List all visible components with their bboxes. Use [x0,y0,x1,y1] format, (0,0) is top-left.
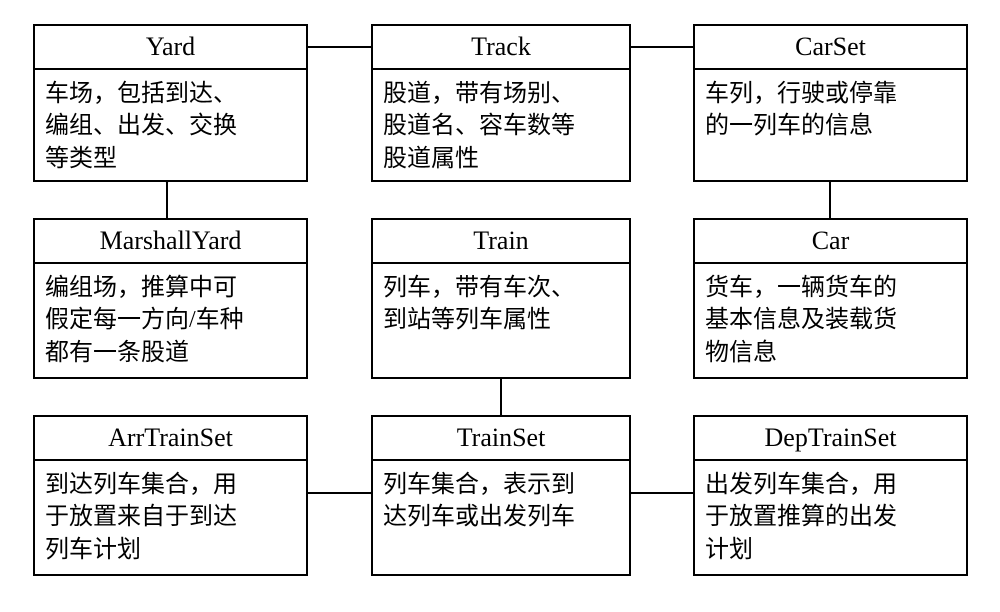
node-desc: 列车集合，表示到 达列车或出发列车 [373,461,629,544]
node-title: Track [373,26,629,70]
node-trainset: TrainSet列车集合，表示到 达列车或出发列车 [371,415,631,576]
node-title: Train [373,220,629,264]
node-desc: 车场，包括到达、 编组、出发、交换 等类型 [35,70,306,185]
node-title: TrainSet [373,417,629,461]
node-desc: 货车，一辆货车的 基本信息及装载货 物信息 [695,264,966,379]
node-desc: 编组场，推算中可 假定每一方向/车种 都有一条股道 [35,264,306,379]
node-carset: CarSet车列，行驶或停靠 的一列车的信息 [693,24,968,182]
node-train: Train列车，带有车次、 到站等列车属性 [371,218,631,379]
node-desc: 车列，行驶或停靠 的一列车的信息 [695,70,966,153]
node-desc: 股道，带有场别、 股道名、容车数等 股道属性 [373,70,629,185]
node-deptrainset: DepTrainSet出发列车集合，用 于放置推算的出发 计划 [693,415,968,576]
node-title: MarshallYard [35,220,306,264]
node-arrtrainset: ArrTrainSet到达列车集合，用 于放置来自于到达 列车计划 [33,415,308,576]
node-title: ArrTrainSet [35,417,306,461]
node-desc: 出发列车集合，用 于放置推算的出发 计划 [695,461,966,576]
node-title: Car [695,220,966,264]
node-track: Track股道，带有场别、 股道名、容车数等 股道属性 [371,24,631,182]
node-car: Car货车，一辆货车的 基本信息及装载货 物信息 [693,218,968,379]
node-title: CarSet [695,26,966,70]
diagram-canvas: Yard车场，包括到达、 编组、出发、交换 等类型 Track股道，带有场别、 股… [0,0,1000,612]
node-yard: Yard车场，包括到达、 编组、出发、交换 等类型 [33,24,308,182]
node-title: DepTrainSet [695,417,966,461]
node-marshallyard: MarshallYard编组场，推算中可 假定每一方向/车种 都有一条股道 [33,218,308,379]
node-title: Yard [35,26,306,70]
node-desc: 到达列车集合，用 于放置来自于到达 列车计划 [35,461,306,576]
node-desc: 列车，带有车次、 到站等列车属性 [373,264,629,347]
